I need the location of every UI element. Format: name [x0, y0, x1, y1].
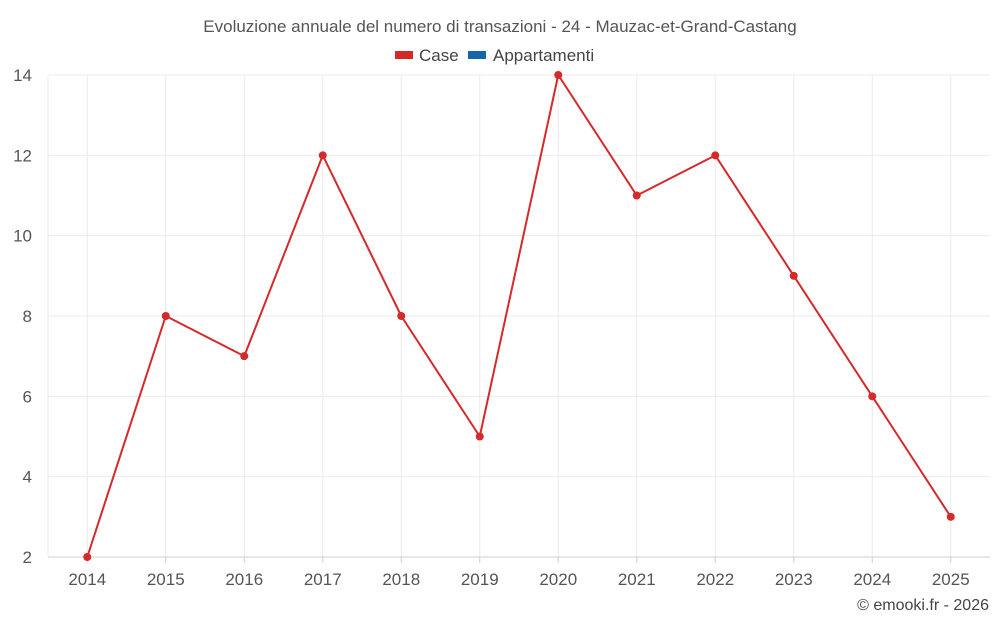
y-axis: 2 4 6 8 10 12 14: [13, 66, 32, 567]
x-tick-label: 2015: [147, 570, 185, 589]
x-tick-label: 2025: [932, 570, 970, 589]
data-point-2022[interactable]: [711, 151, 720, 160]
grid: [47, 74, 990, 557]
data-point-2017[interactable]: [318, 151, 327, 160]
x-tick-label: 2016: [225, 570, 263, 589]
legend-swatch-appartamenti: [468, 51, 486, 59]
legend-label-case: Case: [419, 46, 459, 65]
x-tick-label: 2022: [696, 570, 734, 589]
y-tick-label: 10: [13, 227, 32, 246]
data-point-2020[interactable]: [554, 71, 563, 79]
data-point-2025[interactable]: [946, 512, 955, 521]
legend-item-appartamenti[interactable]: Appartamenti: [468, 46, 594, 65]
data-point-2015[interactable]: [161, 312, 170, 320]
x-tick-label: 2019: [461, 570, 499, 589]
data-point-2021[interactable]: [632, 191, 641, 200]
x-tick-label: 2014: [68, 570, 106, 589]
x-tick-label: 2021: [618, 570, 656, 589]
chart-title: Evoluzione annuale del numero di transaz…: [203, 17, 796, 36]
data-point-2014[interactable]: [83, 553, 92, 561]
y-tick-label: 4: [23, 468, 32, 487]
x-axis: 2014 2015 2016 2017 2018 2019 2020 2021 2022 2023…: [48, 556, 990, 589]
legend-item-case[interactable]: Case: [395, 46, 459, 65]
x-tick-label: 2018: [382, 570, 420, 589]
credit-text: © emooki.fr - 2026: [857, 597, 989, 614]
data-point-2023[interactable]: [789, 271, 798, 280]
legend-swatch-case: [395, 51, 413, 59]
data-point-2018[interactable]: [397, 312, 406, 320]
series-case: [83, 71, 955, 561]
data-point-2024[interactable]: [868, 392, 877, 401]
y-tick-label: 12: [13, 146, 32, 165]
y-tick-label: 6: [23, 387, 32, 406]
legend: Case Appartamenti: [395, 46, 594, 65]
x-tick-label: 2017: [304, 570, 342, 589]
y-tick-label: 2: [23, 548, 32, 567]
x-tick-label: 2023: [775, 570, 813, 589]
data-point-2016[interactable]: [240, 352, 249, 361]
data-point-2019[interactable]: [475, 432, 484, 441]
legend-label-appartamenti: Appartamenti: [493, 46, 594, 65]
y-tick-label: 14: [13, 66, 32, 85]
x-tick-label: 2020: [539, 570, 577, 589]
x-tick-label: 2024: [853, 570, 891, 589]
y-tick-label: 8: [23, 307, 32, 326]
series-line-case: [86, 74, 952, 558]
